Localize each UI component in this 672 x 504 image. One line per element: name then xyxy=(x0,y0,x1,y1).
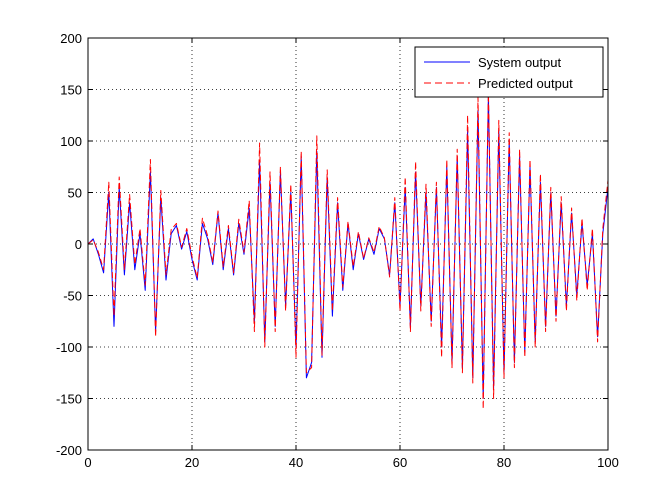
x-tick-label: 40 xyxy=(289,455,303,470)
x-tick-label: 20 xyxy=(185,455,199,470)
y-tick-label: 0 xyxy=(75,237,82,252)
x-tick-label: 0 xyxy=(84,455,91,470)
tick-labels: 0 20 40 60 80 100 -200 -150 -100 -50 0 50 100 150 200 xyxy=(56,31,619,470)
y-tick-label: 200 xyxy=(60,31,82,46)
x-tick-label: 80 xyxy=(497,455,511,470)
series-layer xyxy=(87,89,609,410)
y-tick-label: -100 xyxy=(56,340,82,355)
y-tick-label: 150 xyxy=(60,83,82,98)
y-tick-label: -200 xyxy=(56,443,82,458)
legend-label-system-output: System output xyxy=(478,55,561,70)
grid xyxy=(88,38,608,450)
legend: System output Predicted output xyxy=(414,46,604,98)
x-tick-label: 60 xyxy=(393,455,407,470)
x-tick-label: 100 xyxy=(597,455,619,470)
y-tick-label: 100 xyxy=(60,134,82,149)
legend-label-predicted-output: Predicted output xyxy=(478,76,573,91)
series-line-predicted-output xyxy=(87,89,609,410)
y-tick-label: -150 xyxy=(56,392,82,407)
legend-box xyxy=(414,46,604,98)
y-tick-label: -50 xyxy=(63,289,82,304)
y-tick-label: 50 xyxy=(68,186,82,201)
ticks xyxy=(87,37,609,451)
